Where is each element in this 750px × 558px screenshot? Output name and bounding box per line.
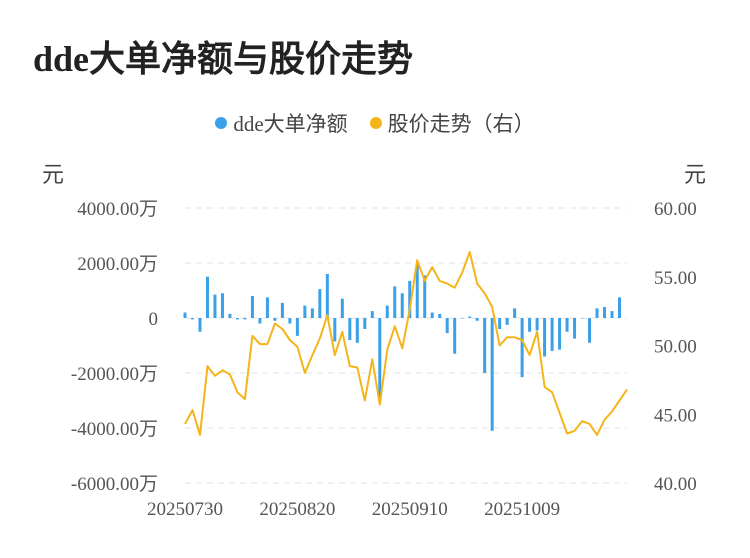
bar	[513, 308, 517, 318]
bar	[198, 318, 202, 332]
bar	[618, 297, 622, 318]
left-tick-label: 2000.00万	[77, 254, 158, 275]
left-tick-label: -2000.00万	[71, 364, 158, 385]
chart-title: dde大单净额与股价走势	[33, 39, 414, 79]
legend-item-dde[interactable]: dde大单净额	[215, 108, 348, 138]
right-tick-label: 55.00	[654, 268, 697, 289]
left-tick-label: -4000.00万	[71, 419, 158, 440]
bar	[595, 308, 599, 318]
bar	[250, 296, 254, 318]
x-tick-label: 20250820	[259, 499, 335, 520]
bar	[183, 312, 187, 318]
left-tick-label: -6000.00万	[71, 474, 158, 495]
bar	[430, 312, 434, 318]
bar	[288, 318, 292, 324]
bar	[520, 318, 524, 378]
legend-label-price: 股价走势（右）	[387, 112, 535, 136]
bar	[348, 318, 352, 340]
bar	[393, 286, 397, 318]
bar	[325, 274, 329, 318]
bar	[333, 318, 337, 342]
bar	[603, 307, 607, 318]
bar	[243, 318, 247, 320]
bar	[370, 311, 374, 318]
legend-dot-line	[369, 117, 382, 129]
bar	[378, 318, 382, 401]
bar	[235, 318, 239, 320]
bar	[273, 318, 277, 321]
bar	[423, 275, 427, 318]
bar	[295, 318, 299, 336]
bar	[505, 318, 509, 325]
right-tick-label: 60.00	[654, 199, 697, 220]
bar	[573, 318, 577, 339]
bar	[475, 318, 479, 321]
left-tick-label: 0	[149, 309, 159, 330]
bar	[535, 318, 539, 331]
legend-item-price[interactable]: 股价走势（右）	[369, 108, 535, 138]
bar	[453, 318, 457, 354]
bar	[565, 318, 569, 332]
bar	[205, 276, 209, 318]
bar	[213, 294, 217, 318]
bar	[408, 280, 412, 318]
bar	[550, 318, 554, 351]
bar	[363, 318, 367, 329]
bar	[258, 318, 262, 324]
bar	[228, 313, 232, 318]
bar	[610, 311, 614, 318]
bar	[310, 308, 314, 318]
bar	[580, 318, 584, 319]
bar	[498, 318, 502, 329]
left-axis-unit: 元	[42, 162, 65, 187]
bar	[340, 298, 344, 318]
price-line	[184, 251, 628, 436]
bar	[415, 264, 419, 318]
bar	[385, 305, 389, 318]
bar	[445, 318, 449, 334]
bar	[318, 289, 322, 318]
bar	[483, 318, 487, 373]
bar	[438, 313, 442, 318]
bar	[355, 318, 359, 343]
right-tick-label: 45.00	[654, 405, 697, 426]
bar	[460, 318, 464, 319]
bar	[543, 318, 547, 357]
x-tick-label: 20250730	[147, 499, 223, 520]
bar	[265, 297, 269, 318]
legend-dot-bar	[215, 117, 228, 129]
bar	[558, 318, 562, 350]
bar	[190, 318, 194, 320]
x-tick-label: 20251009	[484, 499, 560, 520]
bar	[400, 293, 404, 318]
bar	[468, 316, 472, 318]
bar	[588, 318, 592, 343]
right-axis-unit: 元	[684, 162, 707, 187]
right-tick-label: 40.00	[654, 474, 697, 495]
bar	[280, 302, 284, 318]
legend-label-dde: dde大单净额	[233, 112, 348, 136]
left-tick-label: 4000.00万	[77, 199, 158, 220]
bar	[220, 293, 224, 318]
x-tick-label: 20250910	[372, 499, 448, 520]
bar	[490, 318, 494, 431]
right-tick-label: 50.00	[654, 337, 697, 358]
legend: dde大单净额 股价走势（右）	[0, 108, 750, 138]
bar	[528, 318, 532, 332]
bar	[303, 305, 307, 318]
